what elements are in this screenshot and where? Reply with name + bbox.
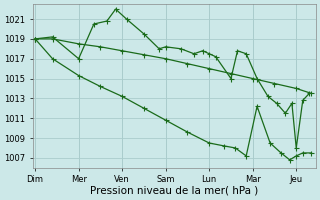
X-axis label: Pression niveau de la mer( hPa ): Pression niveau de la mer( hPa ) <box>90 186 259 196</box>
